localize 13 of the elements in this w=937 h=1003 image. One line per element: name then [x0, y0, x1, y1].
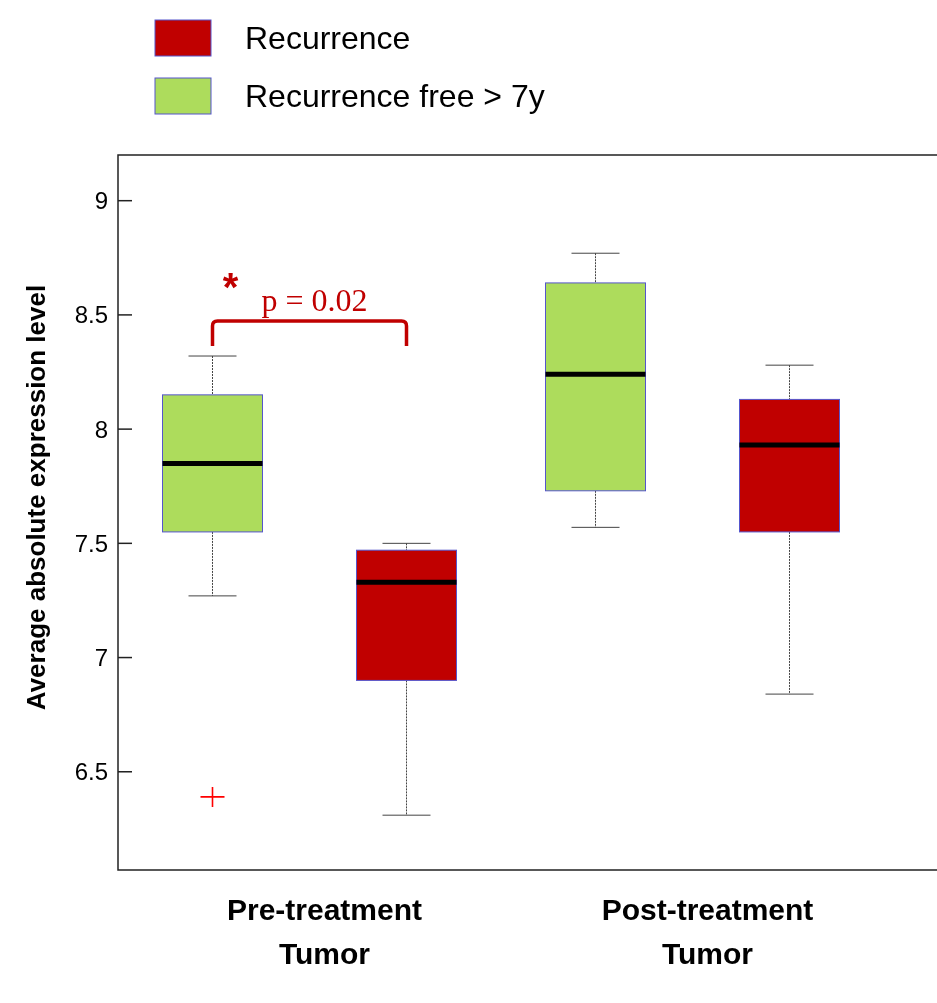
- y-axis-title: Average absolute expression level: [21, 284, 51, 711]
- y-tick-label: 7: [94, 643, 108, 671]
- annotation: p = 0.02: [261, 282, 368, 319]
- legend-label: Recurrence free > 7y: [245, 78, 545, 115]
- legend-label: Recurrence: [245, 20, 411, 57]
- y-tick-label: 9: [94, 187, 108, 215]
- y-tick-label: 7.5: [74, 529, 108, 557]
- y-tick-label: 8: [94, 415, 108, 443]
- annotation: *: [222, 265, 239, 310]
- y-tick-label: 6.5: [74, 758, 108, 786]
- x-tick-label: Post-treatment Tumor: [601, 893, 814, 970]
- x-tick-label: Pre-treatment Tumor: [226, 893, 423, 970]
- y-tick-label: 8.5: [74, 301, 108, 329]
